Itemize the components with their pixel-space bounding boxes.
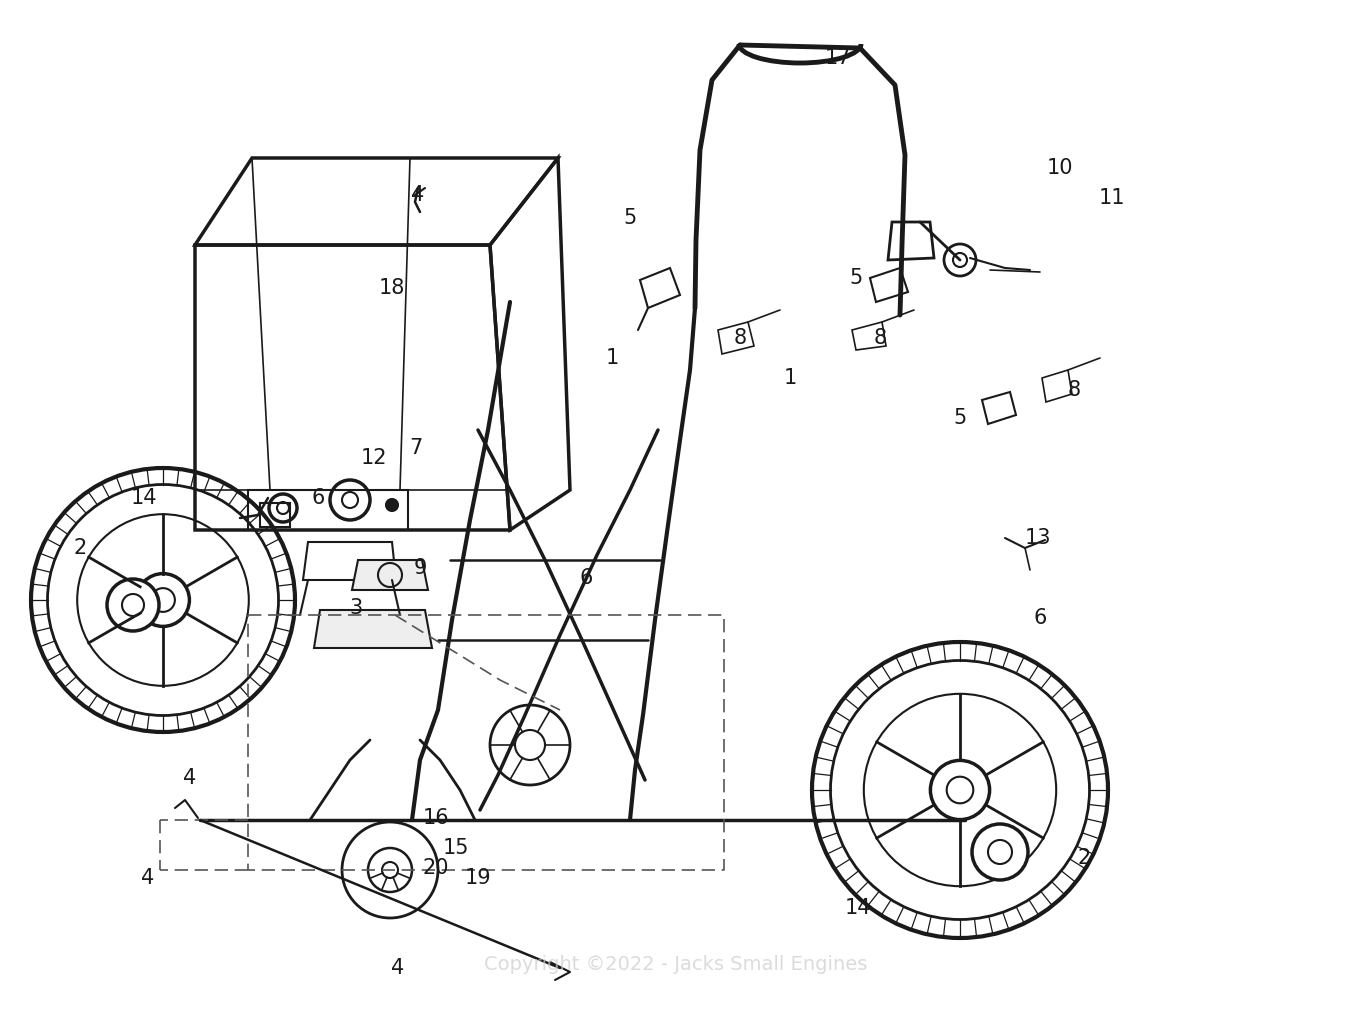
Polygon shape xyxy=(353,560,428,590)
Text: 4: 4 xyxy=(392,958,405,978)
Text: 6: 6 xyxy=(1034,608,1047,628)
Circle shape xyxy=(107,579,159,631)
Text: 5: 5 xyxy=(850,268,863,288)
Text: Copyright ©2022 - Jacks Small Engines: Copyright ©2022 - Jacks Small Engines xyxy=(484,956,867,974)
Text: 11: 11 xyxy=(1098,188,1125,208)
Text: 4: 4 xyxy=(411,185,424,205)
Text: 12: 12 xyxy=(361,448,388,467)
Text: 18: 18 xyxy=(378,278,405,298)
Text: 8: 8 xyxy=(734,328,747,348)
Text: 15: 15 xyxy=(443,838,469,858)
Text: 8: 8 xyxy=(874,328,886,348)
Polygon shape xyxy=(313,610,432,648)
Text: 5: 5 xyxy=(954,408,966,428)
Text: 1: 1 xyxy=(605,348,619,368)
Text: 8: 8 xyxy=(1067,380,1081,400)
Text: 19: 19 xyxy=(465,868,492,888)
Text: 9: 9 xyxy=(413,558,427,578)
Text: 1: 1 xyxy=(784,368,797,388)
Text: 14: 14 xyxy=(844,898,871,918)
Circle shape xyxy=(386,499,399,511)
Text: 13: 13 xyxy=(1025,528,1051,548)
Text: 17: 17 xyxy=(824,49,851,68)
Text: 4: 4 xyxy=(142,868,154,888)
Text: 20: 20 xyxy=(423,858,450,878)
Text: 4: 4 xyxy=(184,768,197,788)
Text: 2: 2 xyxy=(73,538,86,558)
Text: 6: 6 xyxy=(311,488,324,508)
Text: 7: 7 xyxy=(409,438,423,458)
Circle shape xyxy=(971,824,1028,880)
Text: 14: 14 xyxy=(131,488,157,508)
Text: 6: 6 xyxy=(580,568,593,588)
Text: 5: 5 xyxy=(623,208,636,228)
Text: 2: 2 xyxy=(1077,848,1090,868)
Text: 10: 10 xyxy=(1047,158,1073,178)
Text: 3: 3 xyxy=(350,598,362,618)
Text: 16: 16 xyxy=(423,808,450,828)
